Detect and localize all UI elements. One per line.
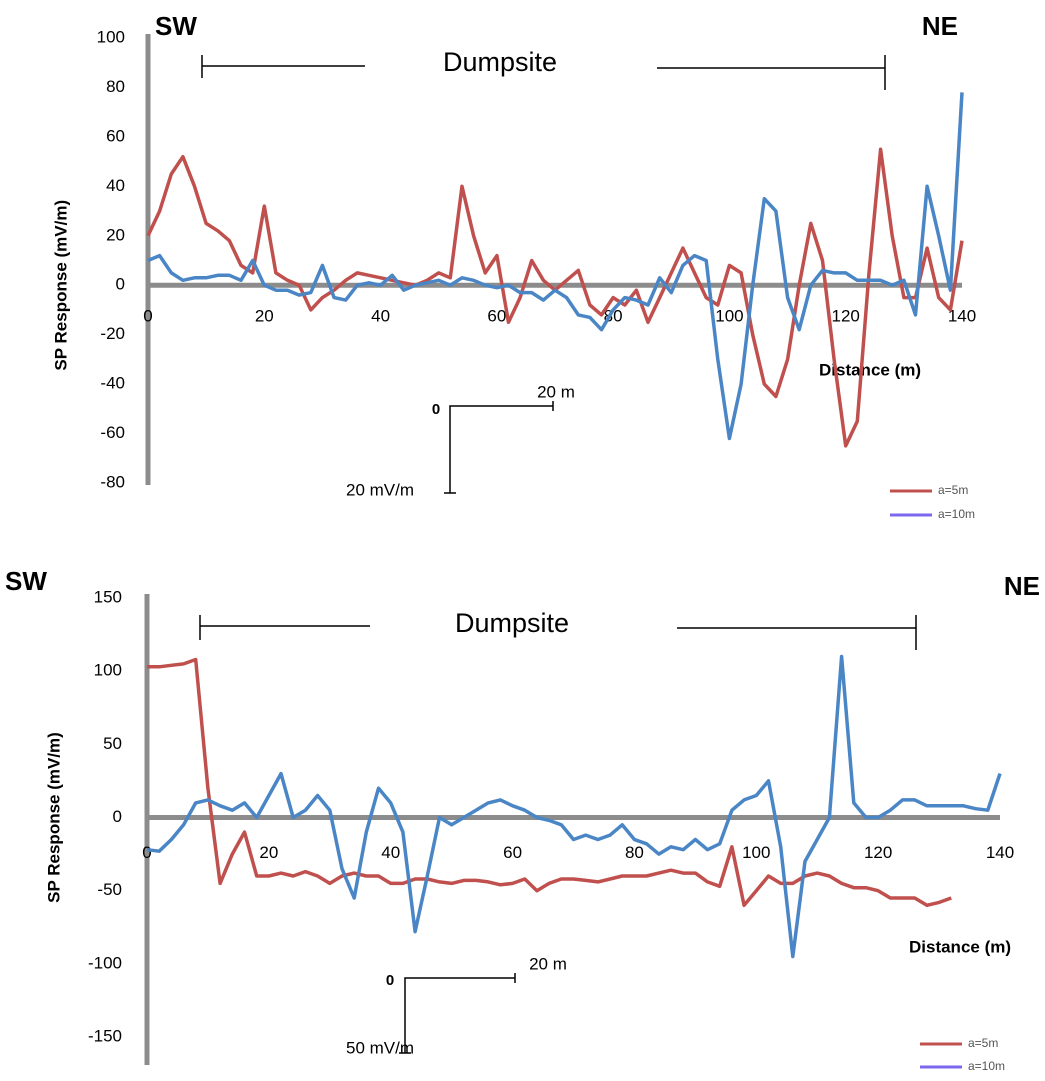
x-tick-label: 140: [986, 843, 1014, 862]
y-tick-label: -40: [100, 374, 125, 393]
scale-label: 20 m: [529, 954, 567, 973]
legend-label: a=5m: [938, 483, 968, 497]
y-tick-label: 100: [94, 661, 122, 680]
direction-label: NE: [1004, 571, 1040, 601]
legend-label: a=5m: [968, 1036, 998, 1050]
region-bracket: [201, 55, 886, 90]
x-tick-label: 20: [259, 843, 278, 862]
legend-label: a=10m: [938, 507, 975, 521]
y-tick-label: 40: [106, 176, 125, 195]
y-axis-title: SP Response (mV/m): [44, 732, 63, 903]
y-tick-label: 20: [106, 225, 125, 244]
scale-bar: [444, 401, 554, 494]
x-tick-label: 20: [255, 307, 274, 326]
scale-label: 0: [432, 401, 440, 418]
series-line: [146, 654, 1002, 959]
y-axis-title: SP Response (mV/m): [51, 200, 70, 371]
region-bracket: [199, 615, 917, 650]
y-tick-label: 100: [97, 27, 125, 46]
x-tick-label: 120: [864, 843, 892, 862]
y-tick-label: -150: [88, 1026, 122, 1045]
x-axis-title: Distance (m): [819, 360, 921, 379]
y-tick-label: 50: [103, 734, 122, 753]
x-axis-title: Distance (m): [909, 937, 1011, 956]
series-line: [147, 657, 952, 908]
x-tick-label: 100: [742, 843, 770, 862]
direction-label: NE: [922, 11, 958, 41]
y-tick-label: 60: [106, 126, 125, 145]
scale-label: 20 mV/m: [346, 480, 414, 499]
y-tick-label: -80: [100, 472, 125, 491]
y-tick-label: 0: [113, 807, 122, 826]
scale-bar: [399, 973, 516, 1054]
y-tick-label: 80: [106, 77, 125, 96]
y-tick-label: -100: [88, 953, 122, 972]
y-tick-label: 0: [116, 275, 125, 294]
x-tick-label: 80: [625, 843, 644, 862]
x-tick-label: 0: [143, 307, 152, 326]
scale-label: 50 mV/m: [346, 1038, 414, 1057]
scale-label: 0: [386, 972, 394, 989]
region-label: Dumpsite: [455, 608, 569, 638]
x-tick-label: 40: [371, 307, 390, 326]
series-line: [147, 92, 964, 441]
x-tick-label: 120: [832, 307, 860, 326]
x-tick-label: 100: [715, 307, 743, 326]
x-tick-label: 60: [503, 843, 522, 862]
scale-label: 20 m: [537, 382, 575, 401]
y-tick-label: -20: [100, 324, 125, 343]
x-tick-label: 140: [948, 307, 976, 326]
y-tick-label: -50: [97, 880, 122, 899]
direction-label: SW: [155, 11, 197, 41]
x-tick-label: 40: [381, 843, 400, 862]
y-tick-label: 150: [94, 587, 122, 606]
direction-label: SW: [5, 566, 47, 596]
x-tick-label: 0: [142, 843, 151, 862]
y-tick-label: -60: [100, 423, 125, 442]
legend-label: a=10m: [968, 1059, 1005, 1073]
region-label: Dumpsite: [443, 47, 557, 77]
x-tick-label: 60: [487, 307, 506, 326]
